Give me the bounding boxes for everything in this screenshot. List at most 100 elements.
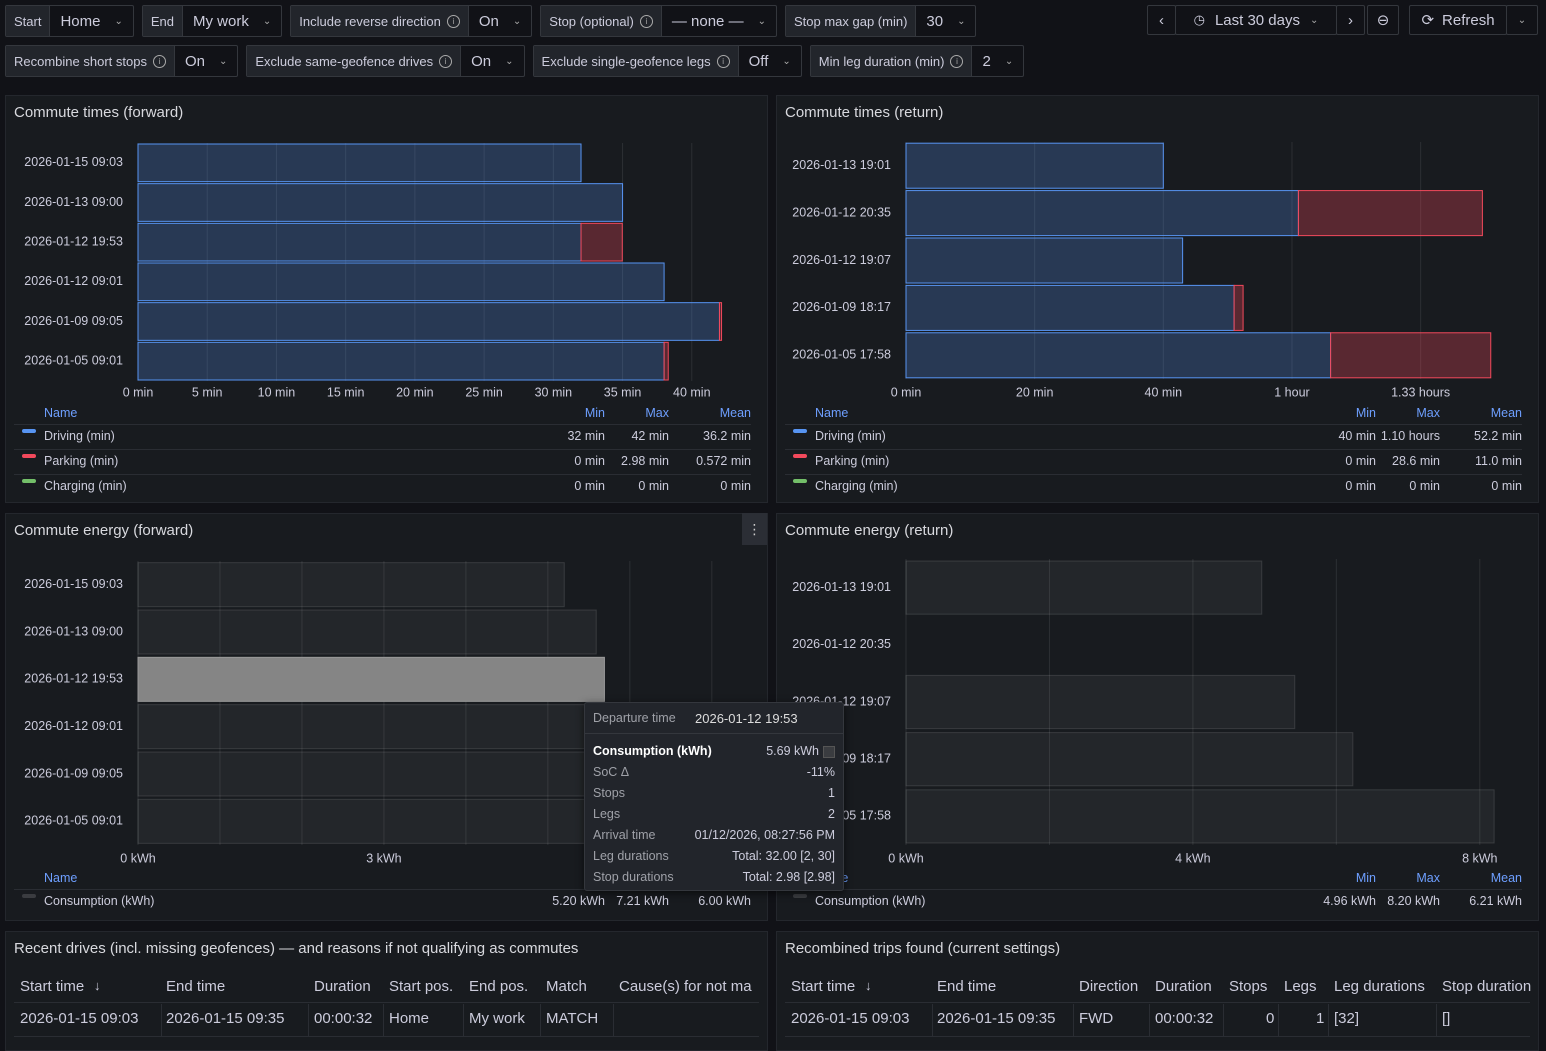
variable[interactable]: Stop max gap (min)30⌄: [785, 5, 977, 37]
x-tick-label: 5 min: [192, 385, 223, 399]
table-panel: Recombined trips found (current settings…: [776, 931, 1539, 1051]
table-cell: 2026-01-15 09:35: [166, 1010, 284, 1027]
variable-value-text: On: [471, 53, 491, 70]
y-tick-label: 2026-01-12 19:53: [24, 672, 123, 686]
refresh-interval[interactable]: ⌄: [1506, 5, 1538, 35]
variable-value: Home⌄: [50, 6, 132, 36]
bar: [906, 238, 1183, 283]
variable[interactable]: Exclude single-geofence legsiOff⌄: [533, 45, 802, 77]
legend-name: Charging (min): [44, 479, 127, 493]
bar: [1331, 333, 1491, 378]
variable-label: Exclude same-geofence drivesi: [247, 46, 461, 76]
y-tick-label: 2026-01-12 20:35: [792, 205, 891, 219]
variable-value-text: — none —: [672, 13, 744, 30]
table-cell: 0: [1266, 1010, 1274, 1027]
variable[interactable]: StartHome⌄: [5, 5, 134, 37]
variable-row: Recombine short stopsiOn⌄ Exclude same-ge…: [5, 45, 1024, 77]
info-icon: i: [153, 55, 166, 68]
sort-icon: ↓: [94, 978, 101, 993]
variable[interactable]: EndMy work⌄: [142, 5, 282, 37]
column-header[interactable]: Start time: [791, 978, 855, 995]
variable-value-text: Off: [749, 53, 769, 70]
column-header[interactable]: Leg durations: [1334, 978, 1425, 995]
legend-row[interactable]: Consumption (kWh)5.20 kWh7.21 kWh6.00 kW…: [14, 889, 751, 914]
bar: [906, 191, 1298, 236]
zoom-out[interactable]: ⊖: [1367, 5, 1399, 35]
x-tick-label: 40 min: [673, 385, 711, 399]
variable-label: Stop (optional)i: [541, 6, 662, 36]
tooltip-value: Total: 32.00 [2, 30]: [732, 849, 835, 863]
legend-row[interactable]: Parking (min)0 min28.6 min11.0 min: [785, 449, 1522, 474]
tooltip-key: Leg durations: [593, 849, 669, 863]
tooltip-row: Leg durations Total: 32.00 [2, 30]: [593, 849, 835, 869]
column-header[interactable]: Duration: [1155, 978, 1212, 995]
tooltip-value: 1: [828, 786, 835, 800]
legend-row[interactable]: Consumption (kWh)4.96 kWh8.20 kWh6.21 kW…: [785, 889, 1522, 914]
variable[interactable]: Include reverse directioniOn⌄: [290, 5, 532, 37]
sort-icon: ↓: [865, 978, 872, 993]
y-tick-label: 2026-01-09 18:17: [792, 300, 891, 314]
variable-label: Exclude single-geofence legsi: [534, 46, 739, 76]
legend: NameMinMaxMeanDriving (min)40 min1.10 ho…: [785, 402, 1522, 499]
variable[interactable]: Min leg duration (min)i2⌄: [810, 45, 1024, 77]
bar: [906, 333, 1331, 378]
column-header[interactable]: End pos.: [469, 978, 528, 995]
tooltip-value: 2026-01-12 19:53: [695, 711, 798, 726]
legend-row[interactable]: Parking (min)0 min2.98 min0.572 min: [14, 449, 751, 474]
column-header[interactable]: Start time: [20, 978, 84, 995]
tooltip-value: Total: 2.98 [2.98]: [743, 870, 835, 884]
legend-stat: 0 min: [574, 479, 605, 493]
column-header[interactable]: Direction: [1079, 978, 1138, 995]
legend-name: Driving (min): [44, 429, 115, 443]
refresh-button[interactable]: ⟳Refresh: [1409, 5, 1507, 35]
legend-row[interactable]: Driving (min)32 min42 min36.2 min: [14, 424, 751, 449]
legend-row[interactable]: Charging (min)0 min0 min0 min: [14, 474, 751, 499]
column-header[interactable]: Stop duration: [1442, 978, 1531, 995]
tooltip-row: Arrival time01/12/2026, 08:27:56 PM: [593, 828, 835, 848]
variable[interactable]: Stop (optional)i— none —⌄: [540, 5, 777, 37]
column-header[interactable]: Start pos.: [389, 978, 453, 995]
info-icon: i: [447, 15, 460, 28]
column-divider: [383, 1004, 384, 1036]
legend-stat: 0 min: [720, 479, 751, 493]
variable[interactable]: Recombine short stopsiOn⌄: [5, 45, 238, 77]
variable-name: Stop (optional): [549, 14, 634, 29]
legend-stat: 11.0 min: [1475, 454, 1522, 468]
legend-stat: 28.6 min: [1392, 454, 1440, 468]
time-back[interactable]: ‹: [1147, 5, 1176, 35]
column-header[interactable]: Duration: [314, 978, 371, 995]
panel-menu[interactable]: ⋮: [742, 513, 767, 545]
table-panel: Recent drives (incl. missing geofences) …: [5, 931, 768, 1051]
column-header[interactable]: End time: [166, 978, 225, 995]
bar: [138, 263, 664, 301]
tooltip-value: -11%: [807, 765, 835, 779]
legend-header: NameMinMaxMean: [785, 867, 1522, 889]
column-header[interactable]: Legs: [1284, 978, 1317, 995]
legend-row[interactable]: Driving (min)40 min1.10 hours52.2 min: [785, 424, 1522, 449]
column-header[interactable]: Cause(s) for not ma: [619, 978, 752, 995]
y-tick-label: 2026-01-15 09:03: [24, 155, 123, 169]
legend-swatch: [793, 454, 807, 458]
y-tick-label: 2026-01-09 09:05: [24, 766, 123, 780]
info-icon: i: [717, 55, 730, 68]
bar: [581, 223, 622, 261]
column-header[interactable]: Stops: [1229, 978, 1267, 995]
y-tick-label: 2026-01-09 09:05: [24, 314, 123, 328]
legend-row[interactable]: Charging (min)0 min0 min0 min: [785, 474, 1522, 499]
time-forward[interactable]: ›: [1336, 5, 1365, 35]
bar: [138, 610, 596, 654]
legend-stat: 0 min: [1345, 479, 1376, 493]
variable-label: Start: [6, 6, 50, 36]
column-header[interactable]: Match: [546, 978, 587, 995]
legend-header-cell: Name: [815, 406, 848, 420]
variable[interactable]: Exclude same-geofence drivesiOn⌄: [246, 45, 524, 77]
table-cell: FWD: [1079, 1010, 1113, 1027]
table-cell: My work: [469, 1010, 525, 1027]
column-header[interactable]: End time: [937, 978, 996, 995]
legend-stat: 7.21 kWh: [616, 894, 669, 908]
time-picker[interactable]: ◷Last 30 days⌄: [1175, 5, 1337, 35]
bar: [138, 303, 719, 341]
y-tick-label: 2026-01-13 19:01: [792, 158, 891, 172]
dropdown-chevron: ⌄: [957, 16, 965, 27]
